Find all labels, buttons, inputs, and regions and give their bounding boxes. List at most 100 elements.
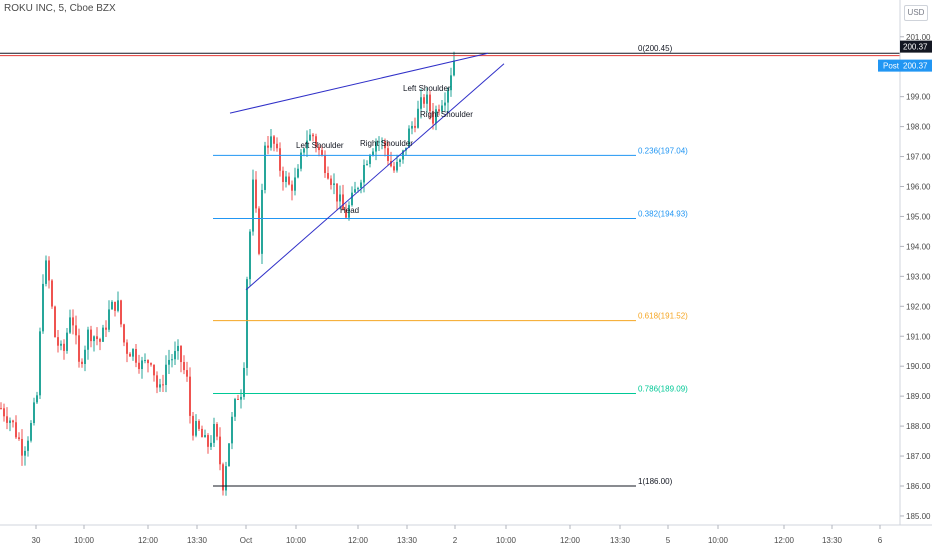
candle-body (414, 125, 416, 128)
price-axis: 185.00 186.00 187.00 188.00 189.00 190.00 191.… (878, 0, 932, 525)
candle (342, 184, 344, 211)
candle (312, 133, 314, 142)
candle (66, 328, 68, 354)
candle-body (180, 345, 182, 363)
candle (99, 337, 101, 351)
candle (237, 394, 239, 400)
candle (288, 172, 290, 186)
candle-body (18, 437, 20, 439)
candle (336, 183, 338, 211)
candle-body (453, 60, 455, 76)
candle-body (216, 424, 218, 437)
currency-badge[interactable]: USD (904, 5, 928, 21)
candle (126, 339, 128, 363)
candle (384, 138, 386, 157)
candle (168, 349, 170, 375)
candle-body (120, 300, 122, 325)
candle-body (201, 428, 203, 438)
candle (267, 135, 269, 155)
candle-body (228, 443, 230, 467)
candle-body (270, 136, 272, 148)
candle-body (399, 159, 401, 162)
candle-body (363, 164, 365, 183)
time-tick-label: 30 (32, 536, 41, 545)
candle-body (282, 170, 284, 183)
candle (300, 148, 302, 172)
price-tick-label: 186.00 (906, 482, 931, 491)
candle-body (69, 317, 71, 333)
candle-body (252, 179, 254, 232)
candle (222, 462, 224, 496)
candle-body (6, 416, 8, 423)
candle-body (285, 176, 287, 183)
candle-body (231, 416, 233, 444)
candle (87, 326, 89, 360)
candle (282, 166, 284, 191)
candle (411, 121, 413, 135)
candle (399, 158, 401, 167)
candle-body (291, 184, 293, 191)
candle (3, 403, 5, 422)
candle-body (99, 339, 101, 342)
candle-body (21, 438, 23, 456)
candle-body (168, 359, 170, 365)
candle-body (393, 166, 395, 171)
time-tick-label: 10:00 (286, 536, 307, 545)
candle-body (210, 442, 212, 447)
time-tick-label: 13:30 (610, 536, 631, 545)
candle (144, 353, 146, 364)
candle-body (204, 435, 206, 438)
candle (321, 144, 323, 157)
candle-body (423, 97, 425, 104)
candle (381, 137, 383, 150)
candle-body (105, 327, 107, 330)
candle (450, 67, 452, 97)
candle-body (432, 111, 434, 124)
candle-body (354, 189, 356, 193)
candle-body (33, 402, 35, 424)
candle-body (207, 435, 209, 447)
candle-body (255, 179, 257, 209)
candle (0, 402, 2, 410)
candle-body (126, 342, 128, 354)
candle-body (165, 364, 167, 386)
candle (180, 345, 182, 373)
candle (231, 411, 233, 450)
candle-body (108, 309, 110, 330)
wedge-lower-line (245, 63, 505, 291)
candle-body (36, 395, 38, 403)
candle-body (237, 398, 239, 400)
candle (108, 300, 110, 333)
candle (360, 179, 362, 194)
candle (318, 144, 320, 157)
pattern-annotations: Left Shoulder Right Shoulder Head Left Shou… (296, 84, 473, 215)
candle (18, 432, 20, 441)
candle (93, 335, 95, 352)
candle-body (141, 360, 143, 370)
pattern-annotation: Right Shoulder (360, 139, 413, 148)
candle (90, 325, 92, 348)
price-tick-label: 190.00 (906, 362, 931, 371)
fib-level-label: 0(200.45) (638, 44, 673, 53)
candle (42, 274, 44, 334)
candle (306, 130, 308, 157)
price-tick-label: 199.00 (906, 93, 931, 102)
candle (210, 435, 212, 451)
candle (339, 185, 341, 210)
candle (21, 429, 23, 466)
candle-body (159, 384, 161, 388)
time-axis: 30 10:00 12:00 13:30 Oct 10:00 12:00 13:30 2 10:0… (0, 524, 932, 545)
candle (24, 446, 26, 466)
candle-body (57, 337, 59, 346)
candle (333, 173, 335, 195)
pattern-annotation: Left Shoulder (403, 84, 451, 93)
candle-body (213, 424, 215, 443)
candle-body (318, 146, 320, 151)
candle-body (360, 182, 362, 189)
fibonacci-levels: 0(200.45) 0.236(197.04) 0.382(194.93) 0.618… (0, 44, 900, 487)
candle (201, 425, 203, 438)
candle (162, 374, 164, 392)
candle (51, 279, 53, 309)
candle (189, 367, 191, 424)
